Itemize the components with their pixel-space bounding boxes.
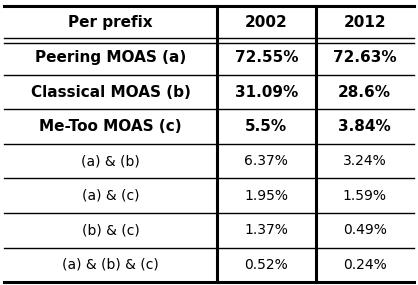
Text: Me-Too MOAS (c): Me-Too MOAS (c) [39, 119, 182, 134]
Text: 28.6%: 28.6% [338, 85, 391, 99]
Text: (a) & (b) & (c): (a) & (b) & (c) [62, 258, 159, 272]
Text: 1.95%: 1.95% [245, 189, 288, 203]
Text: 6.37%: 6.37% [245, 154, 288, 168]
Text: (a) & (b): (a) & (b) [82, 154, 140, 168]
Text: (b) & (c): (b) & (c) [82, 223, 140, 237]
Text: Peering MOAS (a): Peering MOAS (a) [35, 50, 186, 65]
Text: 5.5%: 5.5% [245, 119, 288, 134]
Text: 72.55%: 72.55% [234, 50, 298, 65]
Text: 0.52%: 0.52% [245, 258, 288, 272]
Text: 72.63%: 72.63% [333, 50, 397, 65]
Text: 3.24%: 3.24% [343, 154, 387, 168]
Text: 0.24%: 0.24% [343, 258, 387, 272]
Text: 2012: 2012 [343, 15, 386, 30]
Text: 1.59%: 1.59% [343, 189, 387, 203]
Text: 0.49%: 0.49% [343, 223, 387, 237]
Text: 1.37%: 1.37% [245, 223, 288, 237]
Text: 31.09%: 31.09% [235, 85, 298, 99]
Text: 3.84%: 3.84% [338, 119, 391, 134]
Text: Classical MOAS (b): Classical MOAS (b) [31, 85, 191, 99]
Text: (a) & (c): (a) & (c) [82, 189, 140, 203]
Text: 2002: 2002 [245, 15, 288, 30]
Text: Per prefix: Per prefix [69, 15, 153, 30]
